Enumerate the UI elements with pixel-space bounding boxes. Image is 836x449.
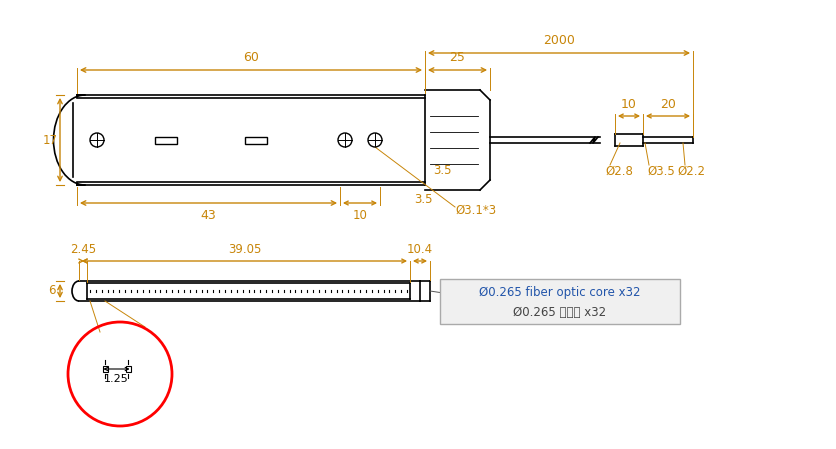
Text: Ø0.265 fiber optic core x32: Ø0.265 fiber optic core x32	[479, 286, 640, 299]
Text: 10: 10	[621, 98, 637, 111]
Text: Ø0.265 光纖芯 x32: Ø0.265 光纖芯 x32	[513, 306, 607, 319]
Text: Ø2.8: Ø2.8	[605, 165, 633, 178]
Text: 25: 25	[450, 51, 466, 64]
Text: Ø3.5: Ø3.5	[647, 165, 675, 178]
Bar	[155, 136, 177, 144]
Bar	[245, 136, 267, 144]
Text: 10.4: 10.4	[407, 243, 433, 256]
FancyBboxPatch shape	[440, 279, 680, 324]
Text: 2000: 2000	[543, 34, 575, 47]
Bar	[125, 366, 130, 372]
Text: 20: 20	[660, 98, 676, 111]
Text: 3.5: 3.5	[414, 193, 432, 206]
Bar	[103, 366, 108, 372]
Text: 39.05: 39.05	[228, 243, 261, 256]
Text: Ø2.2: Ø2.2	[677, 165, 705, 178]
Text: 3.5: 3.5	[433, 164, 451, 177]
Text: 1.25: 1.25	[104, 374, 129, 384]
Text: 60: 60	[243, 51, 259, 64]
Text: Ø3.1*3: Ø3.1*3	[455, 203, 496, 216]
Text: 6: 6	[48, 285, 56, 298]
Text: 17: 17	[43, 133, 58, 146]
Text: 2.45: 2.45	[70, 243, 96, 256]
Text: 10: 10	[353, 209, 368, 222]
Text: 43: 43	[201, 209, 217, 222]
